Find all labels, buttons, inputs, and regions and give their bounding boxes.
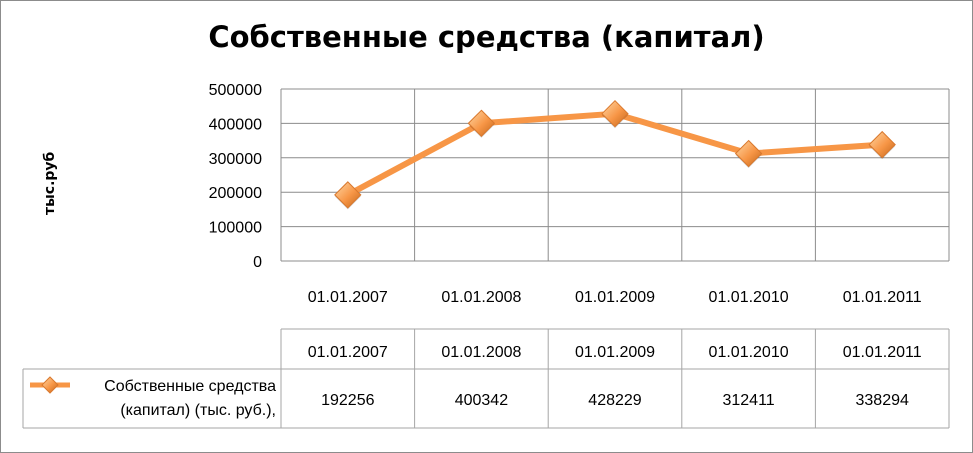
data-point-marker bbox=[868, 130, 896, 159]
table-header-cell: 01.01.2007 bbox=[308, 344, 388, 361]
table-value-cell: 428229 bbox=[588, 392, 641, 409]
data-point-marker bbox=[467, 109, 496, 137]
y-tick-label: 100000 bbox=[209, 220, 262, 237]
legend-label-line2: (капитал) (тыс. руб.), bbox=[120, 402, 276, 419]
x-tick-label: 01.01.2010 bbox=[709, 289, 789, 306]
table-value-cell: 400342 bbox=[455, 392, 508, 409]
y-tick-label: 500000 bbox=[209, 82, 262, 99]
y-tick-label: 0 bbox=[253, 254, 262, 271]
data-point-marker bbox=[734, 139, 763, 168]
table-header-cell: 01.01.2010 bbox=[709, 344, 789, 361]
y-tick-label: 400000 bbox=[209, 116, 262, 133]
table-header-cell: 01.01.2008 bbox=[441, 344, 521, 361]
table-value-cell: 192256 bbox=[321, 392, 374, 409]
data-point-marker bbox=[601, 99, 629, 128]
table-value-cell: 312411 bbox=[722, 392, 774, 409]
data-point-marker bbox=[334, 181, 362, 209]
x-tick-label: 01.01.2008 bbox=[441, 289, 521, 306]
legend-label-line1: Собственные средства bbox=[104, 378, 276, 395]
x-tick-label: 01.01.2007 bbox=[308, 289, 388, 306]
y-tick-label: 300000 bbox=[209, 151, 262, 168]
chart-title: Собственные средства (капитал) bbox=[208, 20, 765, 54]
x-tick-label: 01.01.2009 bbox=[575, 289, 655, 306]
table-header-cell: 01.01.2009 bbox=[575, 344, 655, 361]
y-tick-label: 200000 bbox=[209, 185, 262, 202]
table-header-cell: 01.01.2011 bbox=[843, 344, 922, 361]
legend-marker bbox=[41, 376, 59, 394]
x-tick-label: 01.01.2011 bbox=[843, 289, 922, 306]
table-value-cell: 338294 bbox=[856, 392, 909, 409]
